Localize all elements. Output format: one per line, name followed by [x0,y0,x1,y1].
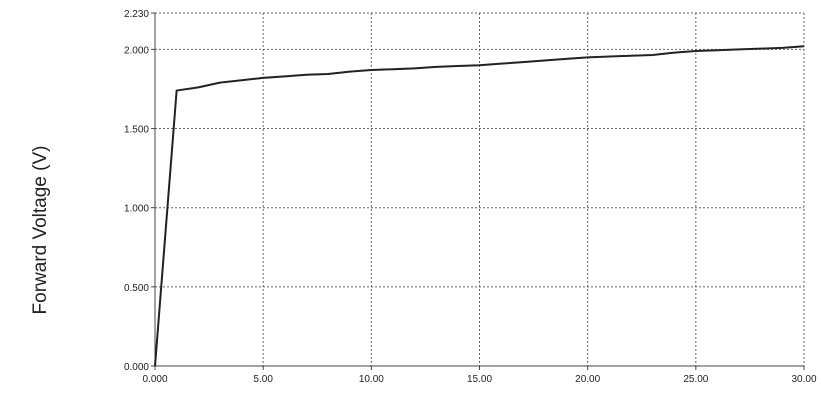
series-layer [154,45,805,367]
y-tick-label: 1.500 [124,125,149,136]
x-tick-label: 20.00 [575,374,600,385]
x-tick-label: 0.000 [142,374,167,385]
y-tick-label: 2.230 [124,9,149,20]
axes [151,12,805,370]
grid [155,12,805,366]
y-axis-title: Forward Voltage (V) [30,146,51,315]
y-tick-label: 0.500 [124,283,149,294]
x-tick-label: 30.00 [791,374,816,385]
x-tick-label: 5.00 [253,374,273,385]
y-tick-label: 1.000 [124,204,149,215]
x-tick-label: 15.00 [467,374,492,385]
x-tick-label: 10.00 [359,374,384,385]
series-line [154,45,805,367]
tick-labels: 0.000 5.00 10.00 15.00 20.00 25.00 30.00 0.000 0… [124,9,817,385]
y-tick-label: 0.000 [124,362,149,373]
y-tick-label: 2.000 [124,45,149,56]
x-tick-label: 25.00 [683,374,708,385]
